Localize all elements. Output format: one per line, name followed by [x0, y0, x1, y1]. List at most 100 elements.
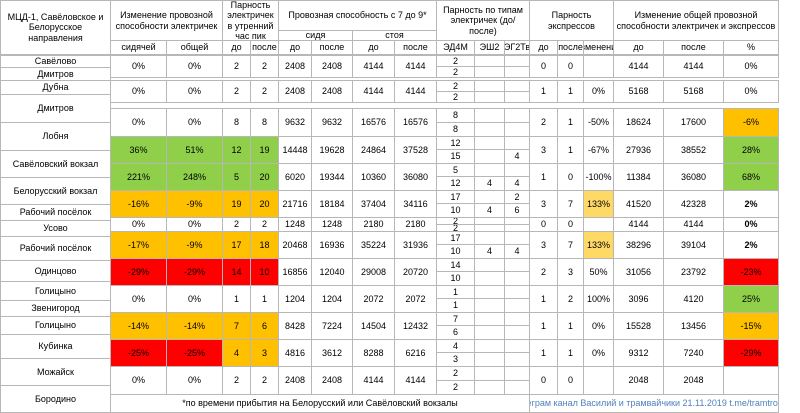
- pairs-after: 10: [250, 258, 279, 286]
- seated-change: 0%: [110, 366, 167, 395]
- type-after: 6: [436, 325, 475, 340]
- seated-change: 0%: [110, 217, 167, 232]
- stand-before: 2072: [352, 285, 395, 313]
- stand-after: 2180: [394, 217, 437, 232]
- type-before: [504, 163, 530, 177]
- total-before: 4144: [613, 217, 664, 232]
- type-before: [474, 312, 505, 326]
- stand-before: 10360: [352, 163, 395, 191]
- pairs-before: 7: [222, 312, 251, 340]
- stand-before: 24864: [352, 136, 395, 164]
- header-total-change: Изменение общей провозной способности эл…: [613, 0, 779, 41]
- stand-before: 29008: [352, 258, 395, 286]
- stand-before: 4144: [352, 80, 395, 103]
- express-before: 1: [529, 80, 558, 103]
- total-pct: -29%: [723, 339, 779, 367]
- header-pairs-peak: Парность электричек в утренний час пик: [222, 0, 279, 41]
- type-after: 4: [474, 244, 505, 259]
- express-after: 1: [557, 312, 584, 340]
- sit-before: 14448: [278, 136, 312, 164]
- sit-after: 7224: [311, 312, 353, 340]
- express-change: -50%: [583, 108, 614, 137]
- total-change: 0%: [166, 80, 223, 103]
- total-after: 38552: [663, 136, 724, 164]
- subheader-cell: общей: [166, 40, 223, 55]
- total-pct: -23%: [723, 258, 779, 286]
- type-after: 6: [504, 203, 530, 218]
- subheader-cell: до: [352, 40, 395, 55]
- express-change: -67%: [583, 136, 614, 164]
- express-before: 0: [529, 366, 558, 395]
- station-label: Лобня: [0, 122, 111, 151]
- subheader-cell: до: [278, 40, 312, 55]
- sit-after: 9632: [311, 108, 353, 137]
- type-after: 1: [436, 298, 475, 313]
- header-capacity: Провозная способность с 7 до 9*: [278, 0, 437, 31]
- total-pct: 0%: [723, 55, 779, 78]
- stand-after: 34116: [394, 190, 437, 218]
- sit-before: 9632: [278, 108, 312, 137]
- type-after: [504, 298, 530, 313]
- stand-after: 4144: [394, 366, 437, 395]
- express-before: 2: [529, 108, 558, 137]
- total-after: 17600: [663, 108, 724, 137]
- type-before: [474, 163, 505, 177]
- type-after: [504, 91, 530, 103]
- type-before: 2: [436, 366, 475, 381]
- total-pct: 2%: [723, 190, 779, 218]
- total-before: 9312: [613, 339, 664, 367]
- sit-after: 2408: [311, 55, 353, 78]
- type-after: [504, 271, 530, 286]
- footnote: *по времени прибытия на Белорусский или …: [110, 394, 530, 413]
- express-after: 1: [557, 339, 584, 367]
- credit-link[interactable]: Телеграм канал Василий и трамвайчики 21.…: [529, 394, 779, 413]
- pairs-after: 1: [250, 285, 279, 313]
- header-types: Парность по типам электричек (до/после): [436, 0, 530, 41]
- express-after: 0: [557, 55, 584, 78]
- express-after: 0: [557, 366, 584, 395]
- total-change: 51%: [166, 136, 223, 164]
- express-after: 1: [557, 108, 584, 137]
- pairs-before: 5: [222, 163, 251, 191]
- total-change: 0%: [166, 55, 223, 78]
- type-before: [474, 231, 505, 245]
- type-before: 12: [436, 136, 475, 150]
- type-after: [474, 325, 505, 340]
- subheader-cell: ЭШ2: [474, 40, 505, 55]
- header-express: Парность экспрессов: [529, 0, 614, 41]
- pairs-after: 18: [250, 231, 279, 259]
- stand-after: 16576: [394, 108, 437, 137]
- total-before: 31056: [613, 258, 664, 286]
- seated-change: -25%: [110, 339, 167, 367]
- total-after: 4144: [663, 217, 724, 232]
- station-label: Одинцово: [0, 260, 111, 282]
- total-after: 5168: [663, 80, 724, 103]
- express-after: 0: [557, 217, 584, 232]
- express-before: 3: [529, 231, 558, 259]
- express-after: 2: [557, 285, 584, 313]
- stand-before: 37404: [352, 190, 395, 218]
- pairs-after: 2: [250, 217, 279, 232]
- total-after: 36080: [663, 163, 724, 191]
- total-change: 0%: [166, 108, 223, 137]
- total-pct: 28%: [723, 136, 779, 164]
- pairs-after: 2: [250, 80, 279, 103]
- sit-before: 4816: [278, 339, 312, 367]
- subheader-cell: изменение: [583, 40, 614, 55]
- type-before: 5: [436, 163, 475, 177]
- total-pct: 0%: [723, 80, 779, 103]
- stand-after: 4144: [394, 55, 437, 78]
- express-change: 0%: [583, 339, 614, 367]
- stand-after: 37528: [394, 136, 437, 164]
- type-after: [504, 122, 530, 137]
- type-before: 1: [436, 285, 475, 299]
- type-before: 2: [504, 190, 530, 204]
- seated-change: 0%: [110, 108, 167, 137]
- type-before: [474, 136, 505, 150]
- total-pct: [723, 366, 779, 395]
- pairs-before: 2: [222, 80, 251, 103]
- express-change: -100%: [583, 163, 614, 191]
- type-before: [504, 285, 530, 299]
- total-before: 5168: [613, 80, 664, 103]
- express-before: 0: [529, 217, 558, 232]
